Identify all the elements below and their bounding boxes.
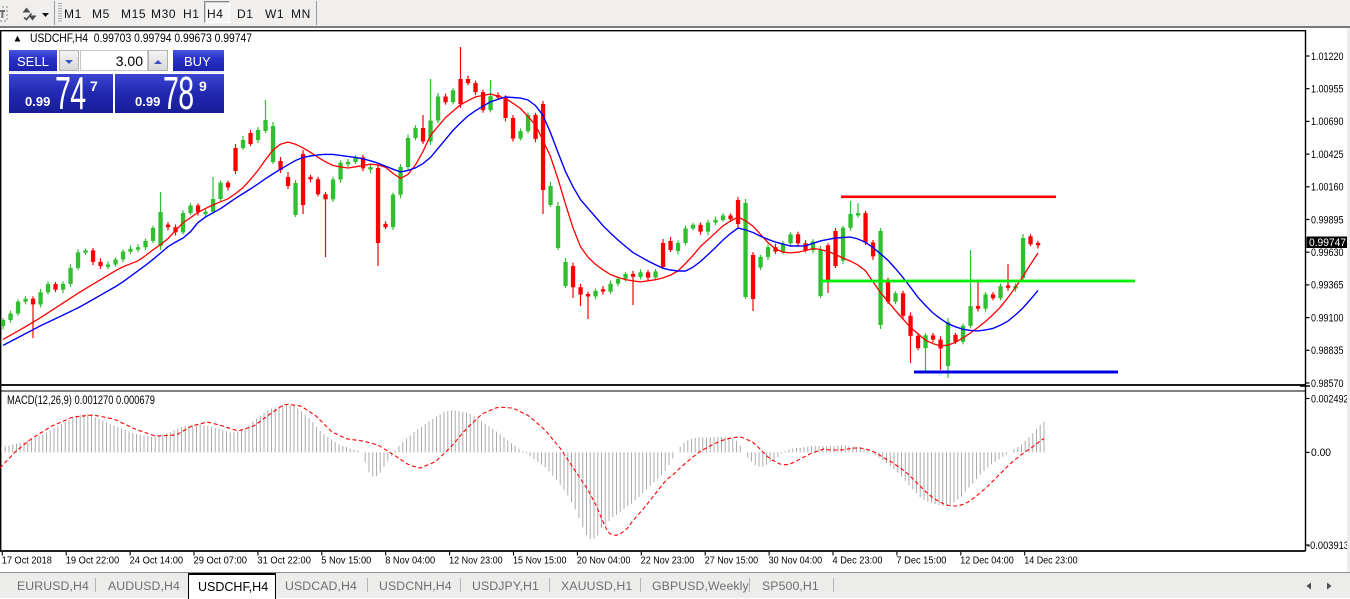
svg-text:4 Dec 23:00: 4 Dec 23:00 [833,556,883,567]
svg-text:24 Oct 14:00: 24 Oct 14:00 [130,556,184,567]
svg-text:0.99747: 0.99747 [1309,237,1346,249]
svg-text:31 Oct 22:00: 31 Oct 22:00 [257,556,311,567]
svg-text:1.00425: 1.00425 [1311,149,1344,161]
svg-text:0.002492: 0.002492 [1311,393,1349,405]
svg-text:1.01220: 1.01220 [1311,51,1344,63]
svg-text:22 Nov 23:00: 22 Nov 23:00 [641,556,695,567]
svg-text:0.99895: 0.99895 [1311,214,1344,226]
svg-text:12 Nov 23:00: 12 Nov 23:00 [449,556,503,567]
svg-text:MACD(12,26,9) 0.001270 0.00067: MACD(12,26,9) 0.001270 0.000679 [7,395,155,407]
svg-text:20 Nov 04:00: 20 Nov 04:00 [577,556,631,567]
svg-text:29 Oct 07:00: 29 Oct 07:00 [194,556,248,567]
svg-text:-0.003913: -0.003913 [1307,540,1349,552]
svg-text:27 Nov 15:00: 27 Nov 15:00 [705,556,759,567]
svg-text:▲: ▲ [13,34,23,45]
svg-text:19 Oct 22:00: 19 Oct 22:00 [66,556,120,567]
svg-text:17 Oct 2018: 17 Oct 2018 [2,556,52,567]
svg-text:0.98570: 0.98570 [1311,378,1344,390]
svg-text:0.00: 0.00 [1311,447,1331,459]
svg-text:0.99100: 0.99100 [1311,312,1344,324]
svg-text:USDCHF,H4 0.99703 0.99794 0.9: USDCHF,H4 0.99703 0.99794 0.99673 0.9974… [30,31,252,45]
svg-text:7 Dec 15:00: 7 Dec 15:00 [896,556,946,567]
svg-text:0.99365: 0.99365 [1311,280,1344,292]
svg-text:5 Nov 15:00: 5 Nov 15:00 [321,556,371,567]
svg-text:1.00955: 1.00955 [1311,84,1344,96]
svg-text:8 Nov 04:00: 8 Nov 04:00 [385,556,435,567]
svg-text:12 Dec 04:00: 12 Dec 04:00 [960,556,1014,567]
svg-text:1.00690: 1.00690 [1311,116,1344,128]
svg-text:15 Nov 15:00: 15 Nov 15:00 [513,556,567,567]
svg-text:1.00160: 1.00160 [1311,182,1344,194]
svg-text:0.98835: 0.98835 [1311,345,1344,357]
svg-text:30 Nov 04:00: 30 Nov 04:00 [769,556,823,567]
svg-text:14 Dec 23:00: 14 Dec 23:00 [1024,556,1078,567]
